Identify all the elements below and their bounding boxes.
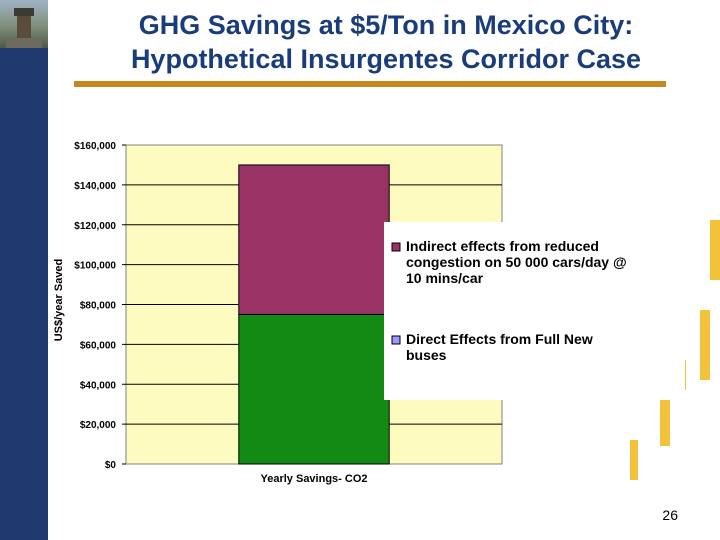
bar-segment	[238, 313, 390, 465]
y-tick-label: $20,000	[80, 420, 117, 431]
y-axis-ticks: $0 $20,000 $40,000 $60,000 $80,000 $100,000 $1…	[74, 141, 126, 471]
title-line-1: GHG Savings at $5/Ton in Mexico City:	[138, 10, 634, 40]
y-tick-label: $0	[105, 460, 117, 471]
legend-swatch	[391, 335, 401, 345]
legend: Indirect effects from reducedcongestion …	[384, 222, 685, 400]
y-tick-label: $100,000	[74, 261, 116, 272]
legend-label-line: 10 mins/car	[406, 270, 484, 286]
sun-ray	[630, 440, 638, 480]
legend-swatch	[391, 242, 401, 252]
legend-label-line: Indirect effects from reduced	[406, 238, 599, 254]
x-category-label: Yearly Savings- CO2	[261, 473, 368, 485]
legend-box	[384, 222, 685, 400]
temple-tower	[17, 16, 31, 38]
temple-photo	[0, 0, 48, 48]
title-underline	[74, 81, 666, 87]
y-axis-label: US$/year Saved	[53, 259, 65, 342]
legend-label-line: Direct Effects from Full New	[406, 331, 593, 347]
y-tick-label: $60,000	[80, 340, 117, 351]
x-axis-categories: Yearly Savings- CO2	[261, 473, 368, 485]
y-tick-label: $140,000	[74, 181, 116, 192]
temple-roof	[14, 8, 34, 16]
slide-sidebar	[0, 0, 48, 540]
y-tick-label: $120,000	[74, 221, 116, 232]
y-tick-label: $160,000	[74, 141, 116, 152]
legend-label-line: congestion on 50 000 cars/day @	[406, 254, 627, 270]
slide-title: GHG Savings at $5/Ton in Mexico City: Hy…	[56, 8, 716, 76]
temple-base	[6, 38, 42, 48]
sun-ray	[710, 220, 720, 280]
title-line-2: Hypothetical Insurgentes Corridor Case	[130, 44, 642, 74]
bars	[238, 164, 390, 465]
y-tick-label: $40,000	[80, 380, 117, 391]
y-tick-label: $80,000	[80, 301, 117, 312]
sun-ray	[700, 310, 710, 380]
page-number: 26	[662, 507, 678, 523]
legend-label-line: buses	[406, 347, 447, 363]
sun-ray	[660, 400, 670, 446]
bar-segment	[238, 164, 390, 315]
